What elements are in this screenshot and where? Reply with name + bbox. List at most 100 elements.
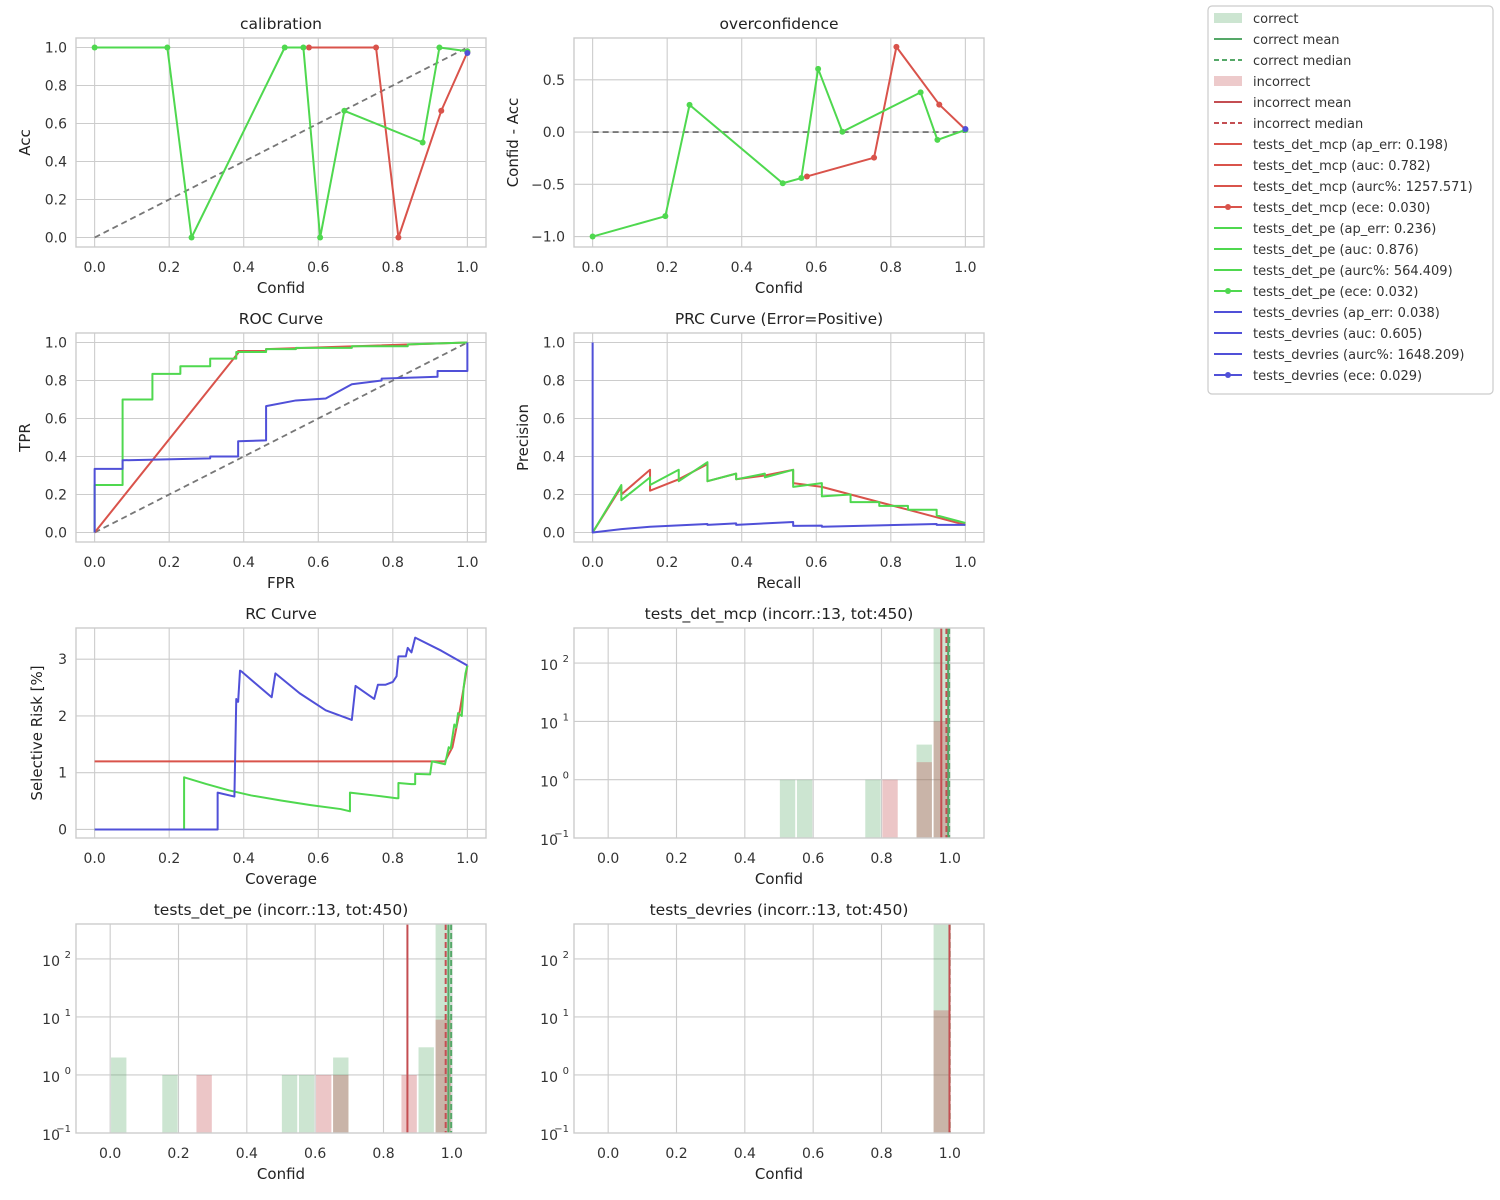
x-tick-label: 1.0 xyxy=(456,555,478,571)
x-axis-label: Confid xyxy=(755,1165,803,1183)
correct-bar xyxy=(796,779,813,838)
incorrect-bar xyxy=(333,1074,349,1133)
legend-label: correct mean xyxy=(1253,33,1340,48)
series-line-tests_det_mcp xyxy=(94,665,469,763)
x-tick-label: 0.2 xyxy=(158,260,180,276)
x-tick-label: 0.8 xyxy=(382,555,404,571)
legend-marker xyxy=(1225,288,1231,294)
y-tick-label: 0.8 xyxy=(45,79,67,95)
series-line-tests_det_pe xyxy=(94,665,469,831)
legend-frame xyxy=(1207,5,1494,395)
legend-label: tests_det_mcp (ece: 0.030) xyxy=(1253,201,1430,216)
y-tick-exponent: 2 xyxy=(563,654,569,665)
series-point-tests_det_pe xyxy=(419,139,426,146)
legend-patch xyxy=(1214,76,1242,86)
x-tick-label: 0.6 xyxy=(304,1146,326,1162)
series-line-tests_det_pe xyxy=(93,341,468,533)
y-tick-label: 0.2 xyxy=(543,488,565,504)
plot-area-hist_devries xyxy=(933,924,951,1133)
y-tick-exponent: 1 xyxy=(65,1008,71,1019)
series-point-tests_det_mcp xyxy=(871,154,878,161)
legend-label: tests_devries (ece: 0.029) xyxy=(1253,369,1422,384)
incorrect-bar xyxy=(435,1019,451,1133)
series-point-tests_det_pe xyxy=(934,136,941,143)
legend-label: correct median xyxy=(1253,54,1351,69)
y-tick-label: 0 xyxy=(58,822,67,838)
x-tick-label: 0.6 xyxy=(805,260,827,276)
x-tick-label: 0.4 xyxy=(734,851,756,867)
chart-title: ROC Curve xyxy=(239,310,323,328)
y-tick-exponent: 0 xyxy=(563,1066,569,1077)
legend-marker xyxy=(1225,204,1231,210)
y-tick-label: 3 xyxy=(58,652,67,668)
y-tick-label: 10 xyxy=(540,1012,558,1028)
y-tick-label: 1.0 xyxy=(543,336,565,352)
series-point-tests_det_pe xyxy=(341,107,348,114)
y-tick-label: −1.0 xyxy=(531,230,565,246)
series-point-tests_det_pe xyxy=(436,44,443,51)
correct-bar xyxy=(333,1057,349,1133)
x-tick-label: 0.4 xyxy=(233,555,255,571)
correct-bar xyxy=(418,1047,434,1133)
series-point-tests_det_mcp xyxy=(373,44,380,51)
correct-bar xyxy=(865,779,881,838)
incorrect-bar xyxy=(882,779,898,838)
legend-label: tests_det_mcp (ap_err: 0.198) xyxy=(1253,138,1448,153)
x-tick-label: 0.0 xyxy=(597,1146,619,1162)
y-tick-label: −0.5 xyxy=(531,177,565,193)
series-point-tests_det_mcp xyxy=(936,101,943,108)
series-point-tests_det_pe xyxy=(917,89,924,96)
chart-title: PRC Curve (Error=Positive) xyxy=(675,310,883,328)
legend-label: tests_det_pe (ece: 0.032) xyxy=(1253,285,1418,300)
y-tick-label: 10 xyxy=(42,954,60,970)
reference-line xyxy=(94,46,468,239)
y-tick-label: 0.4 xyxy=(45,450,67,466)
x-tick-label: 0.0 xyxy=(84,851,106,867)
x-tick-label: 0.2 xyxy=(656,260,678,276)
correct-bar xyxy=(281,1074,298,1133)
x-tick-label: 0.2 xyxy=(167,1146,189,1162)
correct-bar xyxy=(298,1074,315,1133)
correct-bar xyxy=(435,924,451,1133)
y-tick-label: 0.0 xyxy=(543,125,565,141)
subplot-overconfidence: 0.0 0.2 0.4 0.6 0.8 1.0 −1.0 −0.5 0.0 0.5 overconf… xyxy=(504,15,985,297)
x-tick-label: 0.8 xyxy=(372,1146,394,1162)
incorrect-bar xyxy=(933,1010,949,1133)
correct-bar xyxy=(779,779,796,838)
incorrect-bar xyxy=(196,1074,212,1133)
correct-bar xyxy=(916,744,932,838)
incorrect-bar xyxy=(316,1074,332,1133)
y-tick-label: 0.4 xyxy=(45,155,67,171)
y-tick-label: 0.6 xyxy=(45,117,67,133)
y-tick-exponent: −1 xyxy=(554,1124,569,1135)
legend-label: tests_devries (auc: 0.605) xyxy=(1253,327,1422,342)
axes-frame xyxy=(573,37,985,248)
x-tick-label: 0.8 xyxy=(382,260,404,276)
y-tick-label: 10 xyxy=(42,1012,60,1028)
legend-marker xyxy=(1225,372,1231,378)
legend-label: incorrect median xyxy=(1253,117,1363,132)
series-point-tests_det_pe xyxy=(839,128,846,135)
y-tick-label: 0.2 xyxy=(45,488,67,504)
legend-label: correct xyxy=(1253,12,1299,27)
series-point-tests_det_pe xyxy=(815,65,822,72)
y-tick-exponent: 2 xyxy=(563,950,569,961)
series-point-tests_det_pe xyxy=(779,180,786,187)
x-tick-label: 0.4 xyxy=(233,260,255,276)
series-point-tests_det_mcp xyxy=(438,107,445,114)
x-tick-label: 1.0 xyxy=(939,1146,961,1162)
y-tick-exponent: 2 xyxy=(65,950,71,961)
y-tick-exponent: 1 xyxy=(563,712,569,723)
x-tick-label: 0.8 xyxy=(870,851,892,867)
x-tick-label: 0.8 xyxy=(382,851,404,867)
x-tick-label: 0.2 xyxy=(665,851,687,867)
correct-bar xyxy=(111,1057,127,1133)
chart-title: tests_devries (incorr.:13, tot:450) xyxy=(650,901,909,920)
series-line-tests_devries xyxy=(94,636,468,831)
series-point-tests_det_pe xyxy=(589,233,596,240)
x-tick-label: 0.6 xyxy=(307,260,329,276)
reference-line xyxy=(94,341,468,534)
y-tick-label: 10 xyxy=(540,833,558,849)
